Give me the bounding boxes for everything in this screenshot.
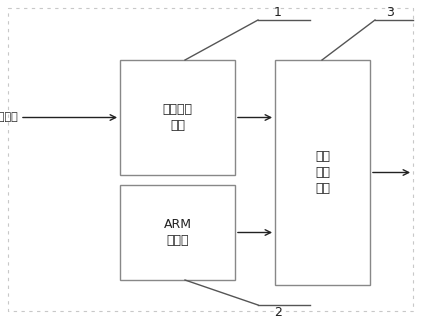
Text: 电路: 电路 xyxy=(315,182,330,195)
Text: 电路: 电路 xyxy=(170,119,185,132)
Text: 3: 3 xyxy=(386,6,394,19)
Bar xyxy=(275,60,370,285)
Text: 门限检测: 门限检测 xyxy=(163,103,192,116)
Text: 反馈电压信号: 反馈电压信号 xyxy=(0,113,18,122)
Bar xyxy=(120,60,235,175)
Text: 2: 2 xyxy=(274,306,282,318)
Text: 单片机: 单片机 xyxy=(166,234,189,247)
Bar xyxy=(120,185,235,280)
Text: ARM: ARM xyxy=(163,218,192,231)
Text: 逻辑: 逻辑 xyxy=(315,150,330,163)
Text: 判决: 判决 xyxy=(315,166,330,179)
Text: 1: 1 xyxy=(274,6,282,19)
